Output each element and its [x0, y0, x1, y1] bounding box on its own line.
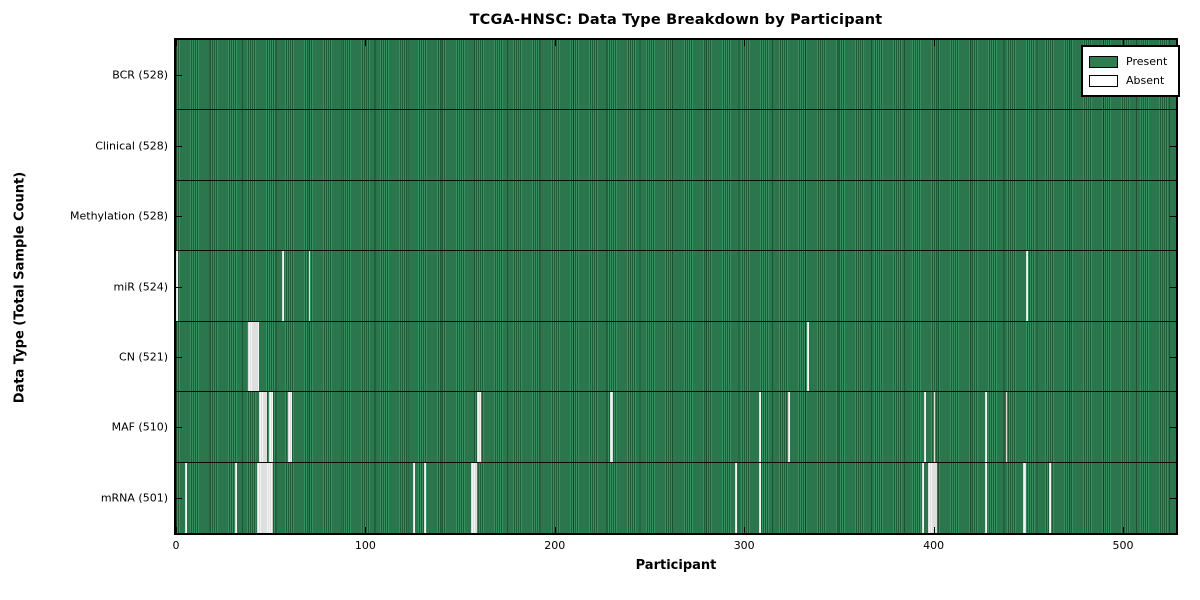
xtick-label-200: 200 [544, 539, 566, 552]
absent-run-MAF [759, 392, 762, 462]
absent-run-mRNA [984, 462, 987, 533]
absent-run-mRNA [424, 462, 426, 533]
ytick-mark [1170, 497, 1176, 499]
plot-area [176, 40, 1176, 533]
absent-run-mRNA [257, 462, 273, 533]
xtick-mark [1123, 40, 1124, 46]
row-miR [176, 251, 1176, 322]
absent-run-mRNA [471, 462, 478, 533]
ytick-mark [1170, 427, 1176, 429]
legend-entry-present: Present [1089, 52, 1171, 71]
absent-run-CN [247, 321, 260, 392]
absent-run-MAF [259, 392, 267, 462]
absent-run-MAF [287, 392, 292, 462]
xtick-mark [744, 40, 746, 46]
absent-run-MAF [609, 392, 614, 462]
ytick-mark [176, 75, 182, 77]
xtick-mark [933, 40, 935, 46]
absent-run-mRNA [1049, 462, 1051, 533]
x-axis-label: Participant [635, 558, 717, 573]
absent-run-mRNA [412, 462, 415, 533]
ytick-mark [176, 356, 182, 358]
ytick-label-BCR: BCR (528) [112, 68, 168, 82]
absent-run-MAF [787, 392, 790, 462]
absent-run-mRNA [185, 462, 188, 533]
xtick-mark [744, 527, 746, 533]
legend: Present Absent [1081, 45, 1180, 97]
row-MAF [176, 392, 1176, 463]
absent-run-MAF [268, 392, 273, 462]
xtick-mark [554, 40, 556, 46]
xtick-mark [365, 40, 367, 46]
absent-run-mRNA [234, 462, 237, 533]
absent-run-CN [806, 321, 809, 392]
ytick-mark [176, 497, 182, 499]
xtick-label-100: 100 [354, 539, 376, 552]
xtick-mark [554, 527, 556, 533]
absent-swatch-icon [1089, 74, 1118, 87]
ytick-label-CN: CN (521) [119, 350, 168, 364]
xtick-mark [176, 527, 177, 533]
row-mRNA [176, 462, 1176, 533]
row-CN [176, 321, 1176, 393]
absent-run-mRNA [922, 462, 925, 533]
ytick-label-mRNA: mRNA (501) [100, 491, 168, 505]
row-Methylation [176, 180, 1176, 252]
legend-label-present: Present [1126, 55, 1168, 68]
ytick-label-Clinical: Clinical (528) [95, 139, 168, 153]
xtick-label-0: 0 [172, 539, 180, 552]
xtick-mark [365, 527, 367, 533]
ytick-mark [1170, 216, 1176, 218]
absent-run-mRNA [759, 462, 762, 533]
absent-run-miR [282, 251, 284, 321]
xtick-mark [1123, 527, 1124, 533]
absent-run-MAF [1005, 392, 1008, 462]
ytick-label-MAF: MAF (510) [111, 420, 168, 434]
xtick-mark [176, 40, 177, 46]
absent-run-MAF [933, 392, 936, 462]
xtick-label-400: 400 [923, 539, 945, 552]
absent-run-MAF [477, 392, 481, 462]
absent-run-miR [1026, 251, 1029, 321]
ytick-label-Methylation: Methylation (528) [70, 209, 168, 223]
ytick-mark [176, 427, 182, 429]
absent-run-MAF [984, 392, 987, 462]
chart-title: TCGA-HNSC: Data Type Breakdown by Partic… [469, 12, 883, 28]
ytick-mark [176, 216, 182, 218]
ytick-mark [176, 286, 182, 288]
ytick-label-miR: miR (524) [113, 280, 169, 293]
ytick-mark [176, 145, 182, 147]
legend-entry-absent: Absent [1089, 71, 1171, 90]
xtick-label-500: 500 [1112, 539, 1134, 552]
absent-run-mRNA [1022, 462, 1027, 533]
absent-run-mRNA [927, 462, 938, 533]
xtick-mark [933, 527, 935, 533]
row-Clinical [176, 110, 1176, 181]
absent-run-mRNA [734, 462, 737, 533]
absent-run-miR [308, 251, 311, 321]
present-swatch-icon [1089, 55, 1118, 68]
legend-label-absent: Absent [1126, 74, 1165, 87]
ytick-mark [1170, 356, 1176, 358]
ytick-mark [1170, 145, 1176, 147]
absent-run-miR [176, 251, 178, 321]
absent-run-MAF [924, 392, 926, 462]
xtick-label-300: 300 [733, 539, 755, 552]
ytick-mark [1170, 286, 1176, 288]
row-BCR [176, 40, 1176, 111]
